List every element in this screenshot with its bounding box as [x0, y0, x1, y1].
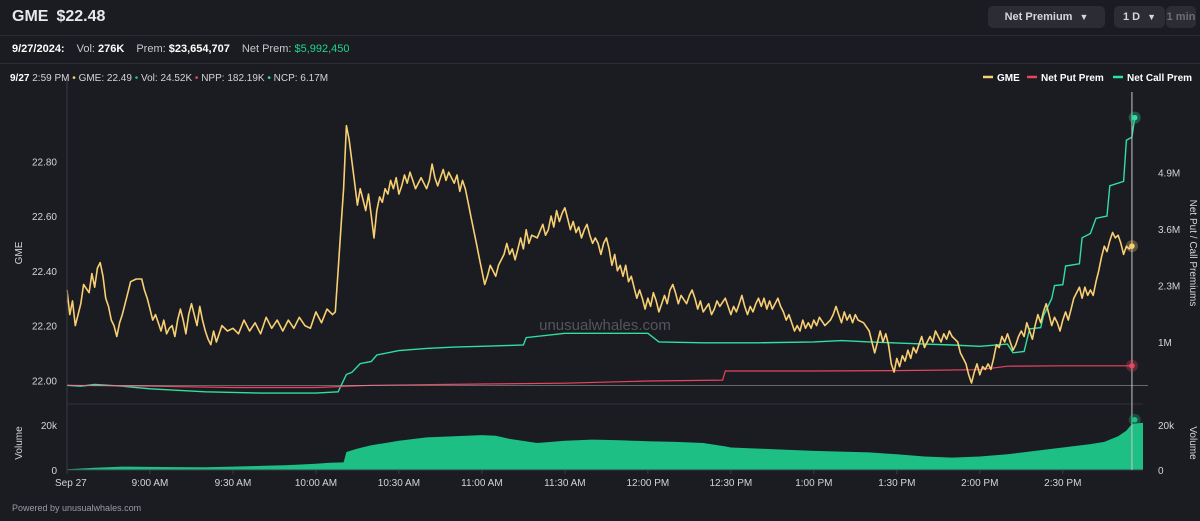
x-tick-label: 2:30 PM [1044, 478, 1081, 489]
legend-label: Net Put Prem [1041, 73, 1104, 84]
net-put-prem-line [66, 365, 1132, 389]
price-premium-chart[interactable]: unusualwhales.com 22.00 22.20 22.40 22.60 22… [0, 64, 1200, 504]
price-tick-label: 22.60 [32, 212, 57, 223]
interval-dropdown-label: 1 min [1166, 11, 1196, 23]
x-tick-label: 12:00 PM [626, 478, 669, 489]
chart-area: unusualwhales.com 22.00 22.20 22.40 22.60 22… [0, 64, 1200, 504]
tooltip-dot-npp: • [192, 73, 201, 84]
x-tick-label: 1:30 PM [878, 478, 915, 489]
ticker-symbol: GME [12, 8, 49, 25]
premium-tick-label: 1M [1158, 338, 1172, 349]
ticker-title: GME $22.48 [12, 8, 113, 26]
summary-prem-label: Prem: [136, 43, 166, 55]
range-dropdown[interactable]: 1 D ▼ [1114, 6, 1165, 28]
volume-tick-label-right: 20k [1158, 421, 1175, 432]
metric-dropdown-label: Net Premium [1004, 11, 1073, 23]
summary-vol-label: Vol: [76, 43, 95, 55]
tooltip-gme: GME: 22.49 [79, 73, 133, 84]
put-marker [1129, 363, 1135, 369]
x-tick-label: 1:00 PM [795, 478, 832, 489]
legend-label: Net Call Prem [1127, 73, 1192, 84]
premium-tick-label: 4.9M [1158, 169, 1180, 180]
legend-label: GME [997, 73, 1020, 84]
ticker-price: $22.48 [56, 8, 106, 25]
legend-item-net-put-prem[interactable]: Net Put Prem [1027, 73, 1104, 84]
volume-tick-label: 20k [41, 421, 58, 432]
chevron-down-icon: ▼ [1147, 12, 1157, 22]
x-tick-label: 12:30 PM [709, 478, 752, 489]
volume-axis-label-right: Volume [1187, 426, 1198, 460]
tooltip-date: 9/27 [10, 73, 30, 84]
volume-axis-label: Volume [14, 426, 25, 460]
price-tick-label: 22.20 [32, 322, 57, 333]
summary-net-prem-label: Net Prem: [241, 43, 292, 55]
tooltip-dot-gme: • [70, 73, 79, 84]
volume-tick-label-right: 0 [1158, 466, 1164, 477]
price-tick-label: 22.80 [32, 157, 57, 168]
premium-tick-label: 2.3M [1158, 282, 1180, 293]
metric-dropdown[interactable]: Net Premium ▼ [988, 6, 1105, 28]
x-tick-label: 2:00 PM [961, 478, 998, 489]
tooltip-ncp: NCP: 6.17M [274, 73, 328, 84]
tooltip-dot-ncp: • [265, 73, 274, 84]
summary-prem-value: $23,654,707 [168, 43, 230, 55]
premium-tick-label: 3.6M [1158, 225, 1180, 236]
summary-vol-value: 276K [98, 43, 125, 55]
x-tick-label: 11:00 AM [461, 478, 503, 489]
footer-powered-by: Powered by unusualwhales.com [12, 503, 142, 513]
x-tick-label: 9:00 AM [132, 478, 169, 489]
header: GME $22.48 Net Premium ▼ 1 D ▼ 1 min [0, 0, 1200, 36]
x-tick-label: Sep 27 [55, 478, 87, 489]
legend-item-gme[interactable]: GME [983, 73, 1020, 84]
price-tick-label: 22.00 [32, 376, 57, 387]
interval-dropdown[interactable]: 1 min [1166, 6, 1196, 28]
tooltip-npp: NPP: 182.19K [201, 73, 265, 84]
volume-tick-label: 0 [51, 466, 57, 477]
summary-bar: 9/27/2024: Vol: 276K Prem: $23,654,707 Net … [0, 36, 1200, 64]
volume-area [67, 422, 1143, 470]
x-tick-label: 11:30 AM [544, 478, 586, 489]
chevron-down-icon: ▼ [1079, 12, 1089, 22]
gme-marker [1129, 243, 1135, 249]
premium-axis-label: Net Put / Call Premiums [1187, 200, 1198, 307]
summary-net-prem-value: $5,992,450 [294, 43, 350, 55]
price-tick-label: 22.40 [32, 267, 57, 278]
call-marker [1131, 114, 1138, 121]
x-tick-label: 10:00 AM [295, 478, 337, 489]
range-dropdown-label: 1 D [1122, 11, 1141, 23]
net-call-prem-line [66, 117, 1136, 394]
legend-item-net-call-prem[interactable]: Net Call Prem [1113, 73, 1192, 84]
price-axis-label: GME [14, 241, 25, 264]
volume-marker [1131, 416, 1138, 423]
watermark: unusualwhales.com [539, 317, 671, 334]
gme-price-line [66, 124, 1133, 384]
summary-date: 9/27/2024: [12, 43, 65, 55]
x-tick-label: 9:30 AM [215, 478, 252, 489]
tooltip-time: 2:59 PM [29, 73, 69, 84]
tooltip-dot-vol: • [132, 73, 141, 84]
tooltip-readout: 9/27 2:59 PM • GME: 22.49 • Vol: 24.52K … [10, 73, 328, 84]
tooltip-vol: Vol: 24.52K [141, 73, 192, 84]
x-tick-label: 10:30 AM [378, 478, 420, 489]
